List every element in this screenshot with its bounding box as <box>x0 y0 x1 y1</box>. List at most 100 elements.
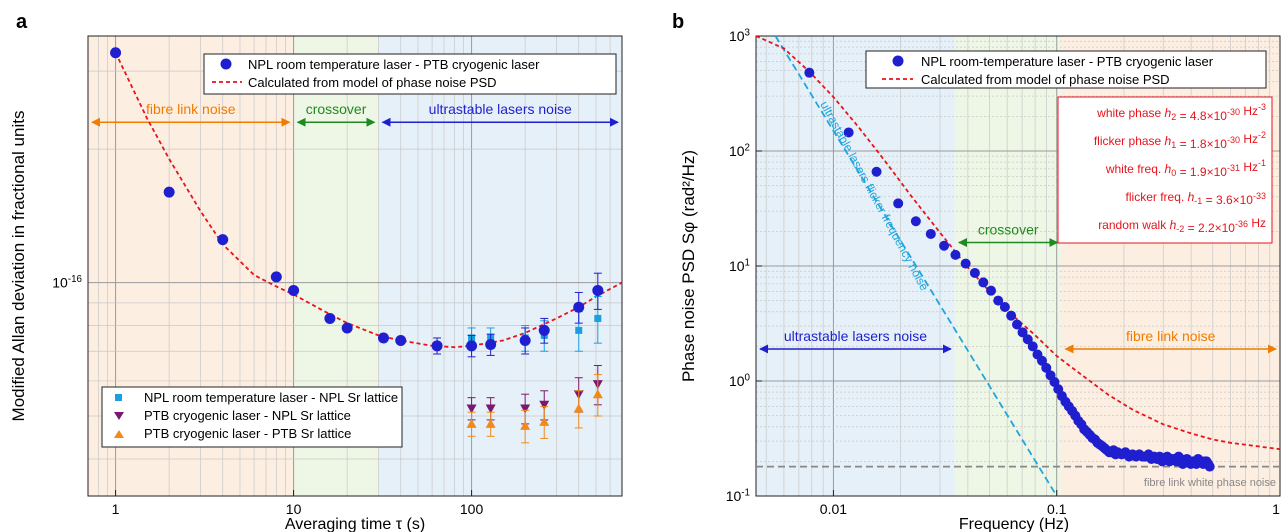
data-point <box>110 47 122 59</box>
region-label-crossover: crossover <box>978 222 1039 238</box>
data-point <box>999 302 1010 313</box>
data-point <box>466 404 477 414</box>
data-point <box>539 400 550 410</box>
data-point <box>871 166 882 177</box>
legend-entry: Calculated from model of phase noise PSD <box>248 75 497 90</box>
data-point <box>592 284 604 296</box>
x-tick-label: 100 <box>460 501 484 517</box>
data-point <box>1027 341 1038 352</box>
x-tick-label: 0.1 <box>1047 501 1067 517</box>
panel-a-frame <box>87 35 623 497</box>
panel-b-ticks: 0.01 0.1 1 10-1 100 101 102 103 <box>726 27 1281 517</box>
x-tick-label: 1 <box>1272 501 1280 517</box>
panel-a-ticks: 1 10 100 10-16 <box>52 274 483 517</box>
data-point <box>466 340 478 352</box>
region-label-lasers: ultrastable lasers noise <box>429 101 572 117</box>
data-point <box>485 404 496 414</box>
data-point <box>520 420 531 430</box>
coefficient-row: random walk h-2 = 2.2×10-36 Hz <box>1098 216 1266 235</box>
legend-box <box>203 53 617 95</box>
y-tick-label: 103 <box>729 27 751 44</box>
data-point <box>270 271 282 283</box>
panel-a-regions <box>88 36 622 496</box>
data-point <box>377 332 389 344</box>
data-point <box>993 295 1004 306</box>
legend-square-marker <box>115 394 122 401</box>
noise-coefficients-box: white phase h2 = 4.8×10-30 Hz-3 flicker p… <box>1057 96 1273 244</box>
data-point <box>288 284 300 296</box>
panel-a-legend-top: NPL room temperature laser - PTB cryogen… <box>203 53 617 95</box>
x-tick-label: 0.01 <box>820 501 847 517</box>
data-point <box>969 267 980 278</box>
data-point <box>466 418 477 428</box>
data-point <box>485 338 497 350</box>
y-tick-label: 101 <box>729 257 750 274</box>
data-point <box>843 127 854 138</box>
model-curve <box>114 52 623 349</box>
coefficient-row: white phase h2 = 4.8×10-30 Hz-3 <box>1096 102 1266 123</box>
panel-b-legend: NPL room-temperature laser - PTB cryogen… <box>865 50 1267 89</box>
data-point <box>538 324 550 336</box>
y-tick-label: 10-16 <box>52 274 82 291</box>
data-point <box>893 198 904 209</box>
data-point <box>1017 327 1028 338</box>
data-point <box>575 326 583 334</box>
legend-triangle-down-marker <box>114 412 124 420</box>
legend-box <box>865 50 1267 89</box>
y-tick-label: 102 <box>729 142 750 159</box>
data-point <box>986 285 997 296</box>
panel-b-label: b <box>672 11 684 33</box>
data-point <box>910 216 921 227</box>
data-point <box>960 258 971 269</box>
data-point <box>1041 362 1052 373</box>
legend-circle-marker <box>892 55 904 67</box>
panel-a-xlabel: Averaging time τ (s) <box>285 516 425 532</box>
data-point <box>324 312 336 324</box>
region-label-crossover: crossover <box>306 101 367 117</box>
data-point <box>939 240 950 251</box>
data-point <box>573 403 584 413</box>
data-point <box>217 234 229 246</box>
region-label-lasers: ultrastable lasers noise <box>784 328 927 344</box>
y-tick-label: 10-1 <box>726 487 750 504</box>
data-point <box>163 186 175 198</box>
data-point <box>341 322 353 334</box>
data-point <box>804 67 815 78</box>
panel-b-xlabel: Frequency (Hz) <box>959 516 1069 532</box>
data-point <box>520 404 531 414</box>
legend-entry: NPL room temperature laser - NPL Sr latt… <box>144 390 398 405</box>
panel-b-series <box>755 35 1281 497</box>
data-point <box>1012 319 1023 330</box>
panel-b: b 0.01 0.1 1 10-1 100 101 102 103 ultrastable l… <box>672 11 1281 532</box>
data-point <box>925 228 936 239</box>
panel-a-region-arrows: fibre link noise crossover ultrastable las… <box>91 101 619 127</box>
legend-box <box>101 386 403 448</box>
x-tick-label: 10 <box>286 501 302 517</box>
x-tick-label: 1 <box>112 501 120 517</box>
panel-b-region-arrows: ultrastable lasers noise crossover fibre l… <box>759 222 1277 354</box>
data-point <box>519 335 531 347</box>
y-tick-label: 100 <box>729 372 751 389</box>
panel-b-ylabel: Phase noise PSD Sφ (rad²/Hz) <box>679 150 698 382</box>
data-point <box>539 416 550 426</box>
white-phase-line-label: fibre link white phase noise <box>1144 477 1276 489</box>
data-point <box>978 277 989 288</box>
data-point <box>1204 461 1215 472</box>
data-point <box>950 249 961 260</box>
region-label-fibre: fibre link noise <box>1126 328 1216 344</box>
data-point <box>1006 310 1017 321</box>
coefficient-row: flicker phase h1 = 1.8×10-30 Hz-2 <box>1094 130 1266 151</box>
legend-entry: PTB cryogenic laser - PTB Sr lattice <box>144 426 351 441</box>
legend-triangle-up-marker <box>114 430 124 438</box>
data-point <box>1022 334 1033 345</box>
panel-a-series <box>110 47 623 444</box>
coefficient-row: flicker freq. h-1 = 3.6×10-33 <box>1126 190 1266 207</box>
legend-circle-marker <box>220 58 232 70</box>
panel-a-ylabel: Modified Allan deviation in fractional u… <box>9 111 28 422</box>
legend-entry: NPL room temperature laser - PTB cryogen… <box>248 57 540 72</box>
data-point <box>594 314 602 322</box>
coefficient-row: white freq. h0 = 1.9×10-31 Hz-1 <box>1105 158 1266 179</box>
legend-entry: PTB cryogenic laser - NPL Sr lattice <box>144 408 351 423</box>
panel-a-label: a <box>16 11 28 33</box>
